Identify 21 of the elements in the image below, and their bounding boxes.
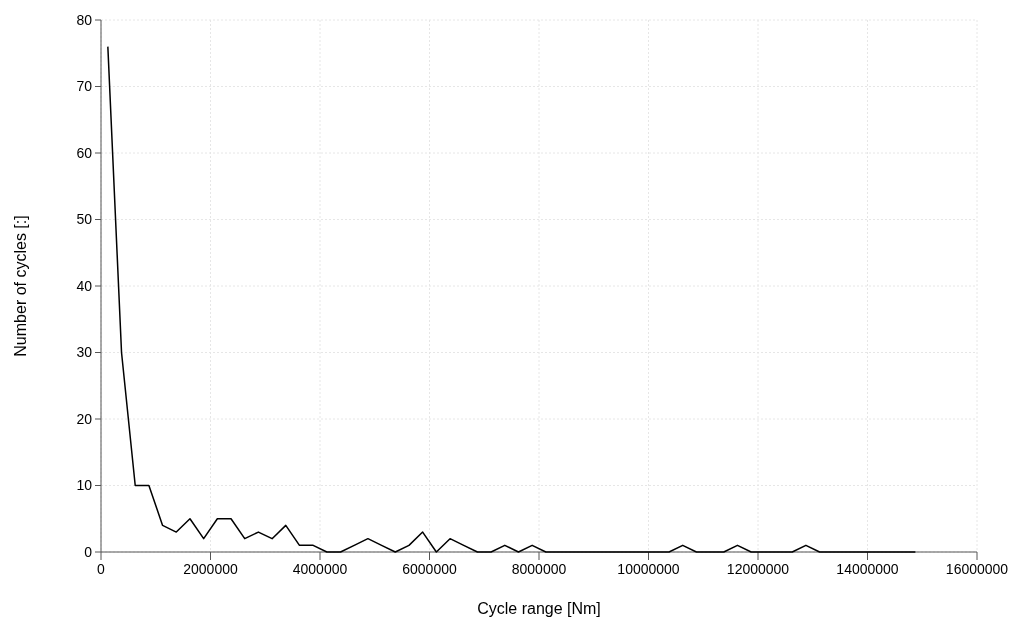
y-tick-label: 40 [76, 277, 93, 294]
x-tick-label: 6000000 [402, 561, 457, 577]
x-tick-label: 8000000 [511, 561, 567, 577]
y-tick-label: 50 [76, 211, 93, 228]
y-tick-label: 60 [76, 144, 93, 161]
x-tick-label: 0 [97, 561, 106, 577]
x-tick-label: 10000000 [617, 561, 680, 577]
y-tick-label: 70 [76, 78, 93, 95]
x-tick-label: 12000000 [726, 561, 790, 577]
y-tick-label: 80 [76, 11, 93, 28]
x-axis-title: Cycle range [Nm] [477, 600, 601, 617]
line-series [107, 45, 917, 553]
y-tick-label: 30 [76, 344, 93, 361]
y-axis-title: Number of cycles [:] [12, 215, 29, 357]
x-tick-label: 2000000 [183, 561, 238, 577]
x-tick-label: 4000000 [292, 561, 348, 577]
x-tick-label: 16000000 [945, 561, 1009, 577]
y-tick-label: 20 [76, 410, 93, 427]
x-tick-label: 14000000 [836, 561, 899, 577]
y-tick-label: 0 [84, 543, 93, 560]
y-tick-label: 10 [76, 477, 93, 494]
